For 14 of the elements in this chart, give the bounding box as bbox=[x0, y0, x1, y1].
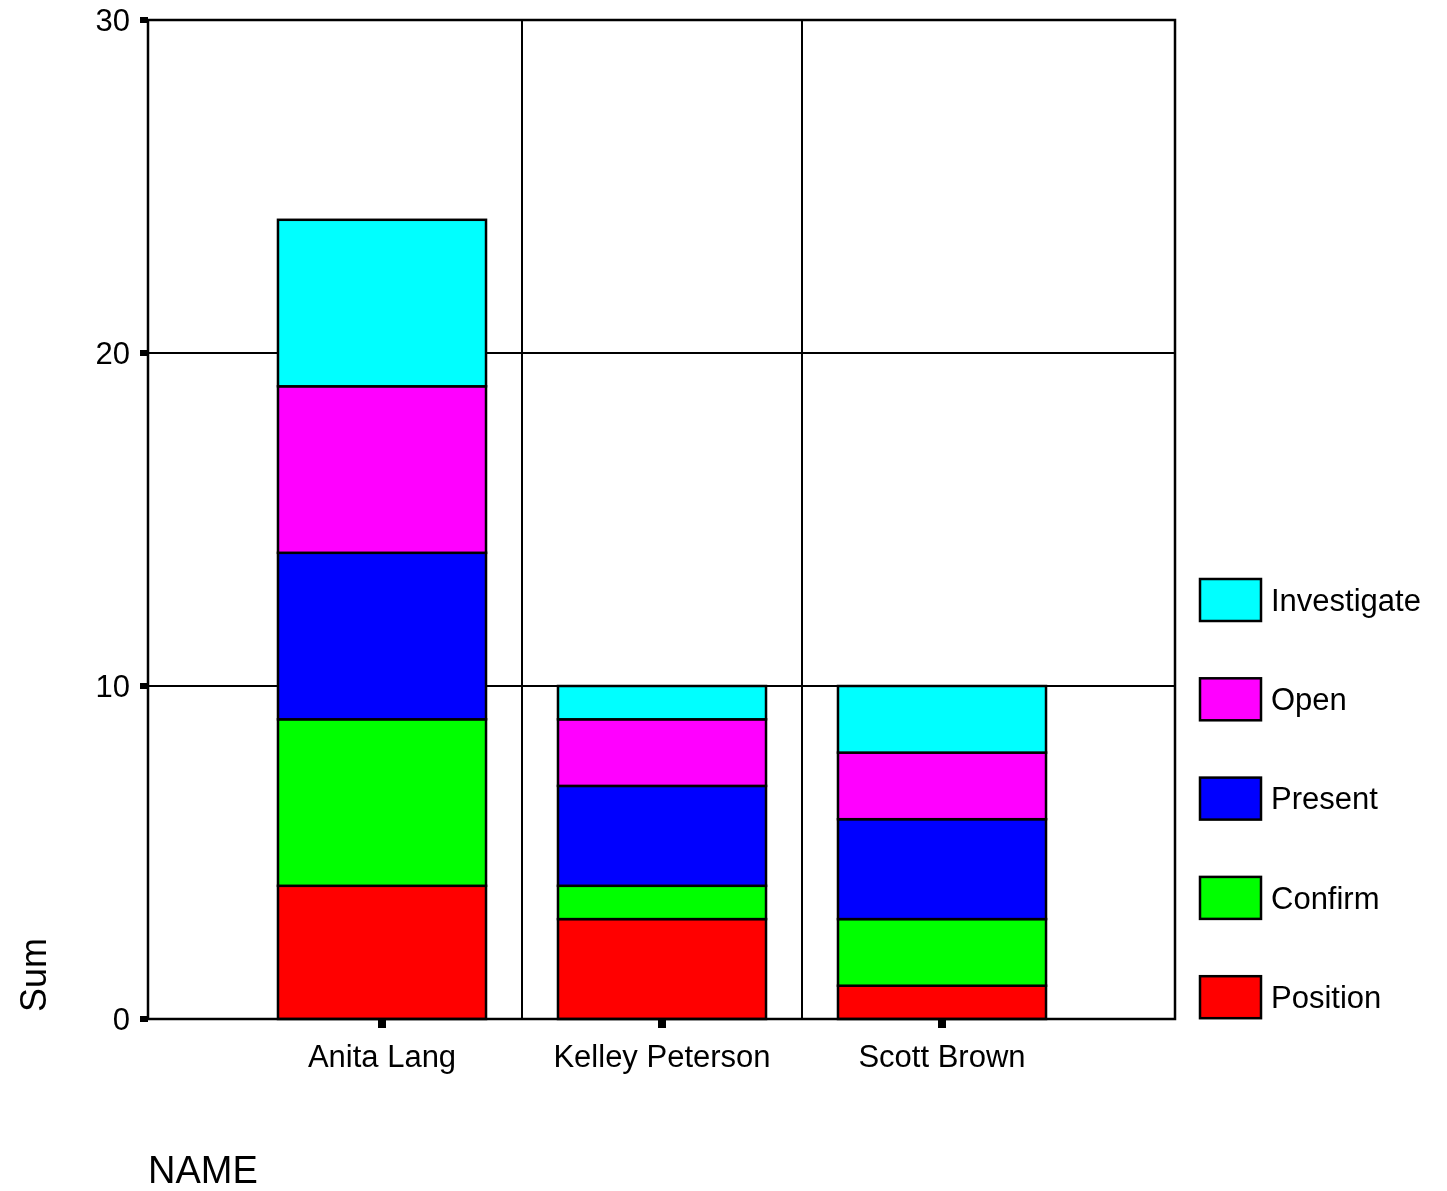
y-tick-label: 30 bbox=[95, 2, 130, 38]
legend-label: Open bbox=[1271, 682, 1347, 718]
y-tick-label: 0 bbox=[112, 1001, 130, 1037]
x-axis-title: NAME bbox=[148, 1149, 258, 1191]
legend-label: Position bbox=[1271, 980, 1382, 1016]
x-tick-label: Scott Brown bbox=[858, 1039, 1026, 1074]
y-tick-label: 20 bbox=[95, 335, 130, 371]
legend-label: Confirm bbox=[1271, 880, 1380, 916]
x-tick-label: Anita Lang bbox=[307, 1039, 457, 1074]
legend-label: Present bbox=[1271, 781, 1379, 817]
y-tick-label: 10 bbox=[95, 668, 130, 704]
legend-label: Investigate bbox=[1271, 582, 1421, 618]
y-axis-title: Sum bbox=[13, 937, 54, 1013]
x-tick-label: Kelley Peterson bbox=[553, 1039, 771, 1074]
